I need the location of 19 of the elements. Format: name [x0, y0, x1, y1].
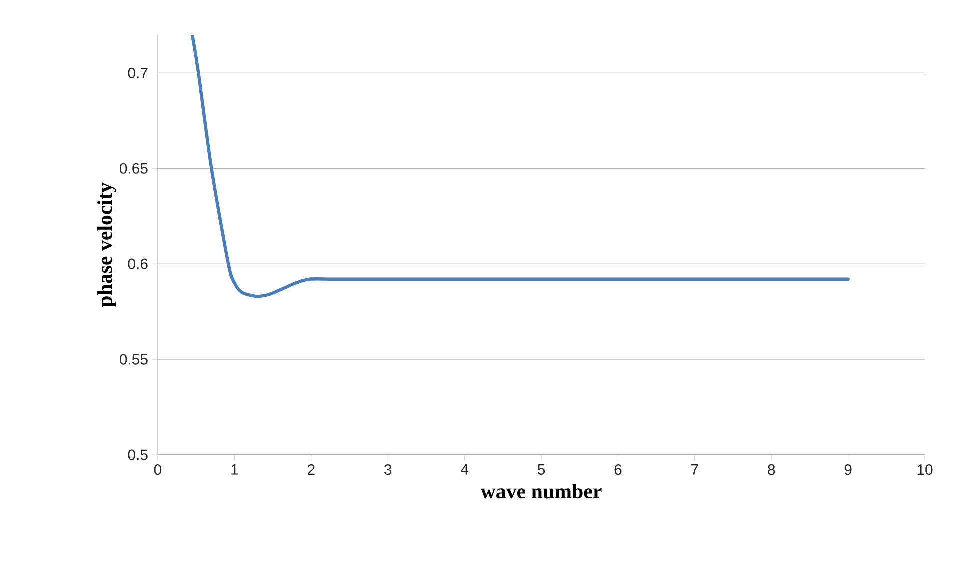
x-tick-label: 1 [232, 464, 238, 475]
y-axis-title: phase velocity [98, 182, 117, 308]
x-tick-label: 10 [918, 464, 933, 476]
x-tick-label: 3 [384, 464, 392, 476]
y-tick-label: 0.7 [128, 68, 148, 78]
x-tick-label: 2 [308, 464, 315, 475]
y-tick-label: 0.6 [128, 258, 148, 270]
x-tick-label: 5 [538, 464, 546, 475]
x-tick-label: 0 [154, 464, 162, 476]
x-tick-label: 9 [844, 464, 852, 476]
y-tick-label: 0.55 [120, 354, 148, 365]
x-tick-label: 7 [692, 464, 698, 475]
y-tick-label: 0.5 [128, 450, 148, 460]
x-tick-label: 8 [768, 464, 776, 476]
y-tick-label: 0.65 [120, 163, 148, 174]
line-series [190, 34, 850, 298]
x-tick-label: 4 [460, 464, 469, 475]
x-tick-label: 6 [614, 464, 622, 476]
x-axis-title: wave number [480, 484, 602, 499]
